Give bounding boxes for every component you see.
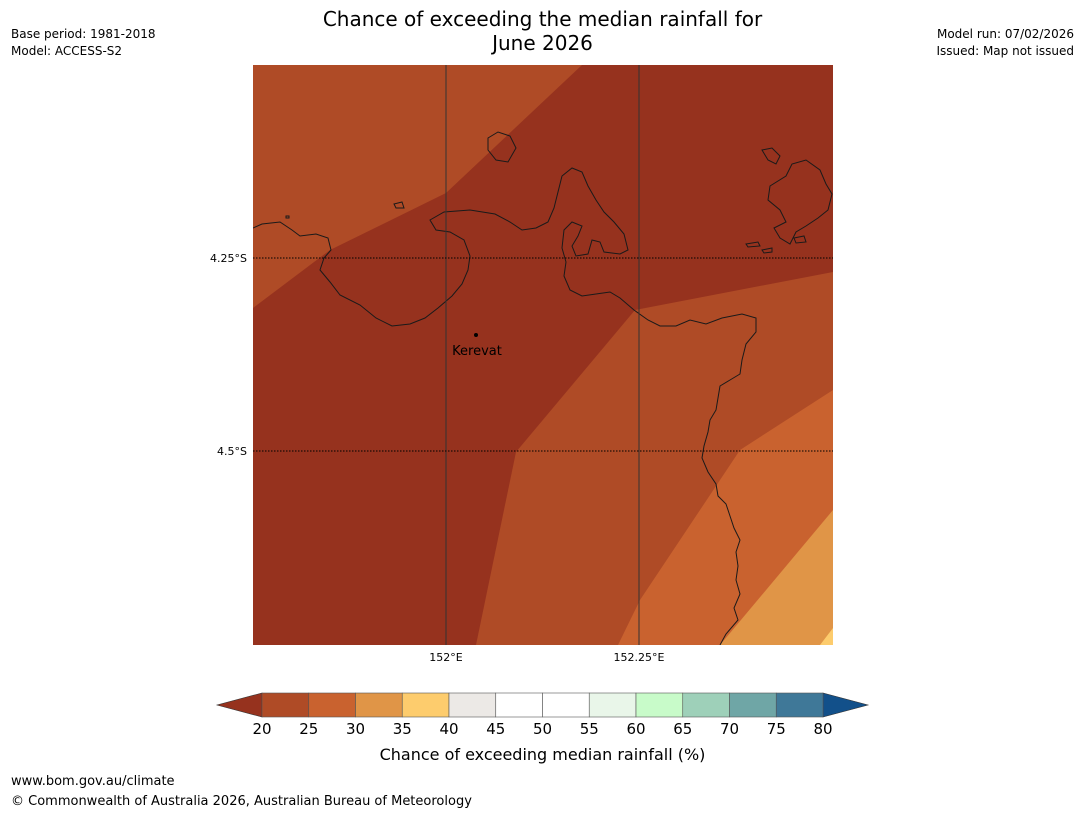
title-line-2: June 2026 [492,31,593,55]
colorbar-tick-label: 50 [533,720,552,738]
colorbar-tick-label: 35 [393,720,412,738]
region-35-40 [820,628,833,645]
lon-label-152-25e: 152.25°E [614,651,665,664]
colorbar-swatch [355,692,403,718]
colorbar-swatch [588,692,637,718]
colorbar-swatch [682,692,730,718]
colorbar-swatch [448,692,497,718]
colorbar-swatch [729,692,777,718]
meta-left: Base period: 1981-2018 Model: ACCESS-S2 [11,26,156,60]
colorbar-tick-label: 30 [346,720,365,738]
map-plot-area: Kerevat [253,65,833,645]
colorbar-tick-label: 70 [720,720,739,738]
colorbar-tick-label: 75 [767,720,786,738]
base-period: Base period: 1981-2018 [11,27,156,41]
colorbar: 20 25 30 35 40 45 50 55 60 65 70 75 80 [215,692,870,738]
footer-copyright: © Commonwealth of Australia 2026, Austra… [11,794,472,809]
colorbar-group: 20 25 30 35 40 45 50 55 60 65 70 75 80 [215,692,870,738]
region-20-25-nw [253,65,582,308]
lat-label-4-25s: 4.25°S [210,252,247,265]
colorbar-tick-label: 45 [486,720,505,738]
map-title: Chance of exceeding the median rainfall … [0,7,1085,55]
footer-url: www.bom.gov.au/climate [11,774,175,789]
lon-label-152e: 152°E [429,651,462,664]
coastline [253,131,833,645]
map-figure: Kerevat 4.25°S 4.5°S 152°E 152.25°E [210,65,833,664]
model-run: Model run: 07/02/2026 [936,27,1074,41]
colorbar-title: Chance of exceeding median rainfall (%) [379,745,706,764]
colorbar-tick-label: 65 [673,720,692,738]
colorbar-tick-label: 40 [439,720,458,738]
kerevat-label: Kerevat [452,344,502,359]
kerevat-marker-icon [474,333,478,337]
colorbar-swatch [775,692,824,718]
colorbar-swatch [261,692,310,718]
colorbar-tick-label: 20 [252,720,271,738]
colorbar-over-arrow [822,692,870,718]
meta-right: Model run: 07/02/2026 Issued: Map not is… [936,26,1074,60]
region-30-35 [720,510,833,645]
lat-label-4-5s: 4.5°S [217,445,247,458]
colorbar-swatch [495,692,543,718]
model-name: Model: ACCESS-S2 [11,44,123,58]
colorbar-tick-label: 80 [813,720,832,738]
colorbar-swatch [308,692,356,718]
colorbar-tick-label: 25 [299,720,318,738]
colorbar-swatch [542,692,590,718]
colorbar-tick-label: 55 [580,720,599,738]
issued-status: Issued: Map not issued [936,44,1074,58]
colorbar-swatch [401,692,450,718]
title-line-1: Chance of exceeding the median rainfall … [322,7,763,31]
colorbar-tick-label: 60 [626,720,645,738]
colorbar-under-arrow [215,692,263,718]
colorbar-swatch [635,692,684,718]
